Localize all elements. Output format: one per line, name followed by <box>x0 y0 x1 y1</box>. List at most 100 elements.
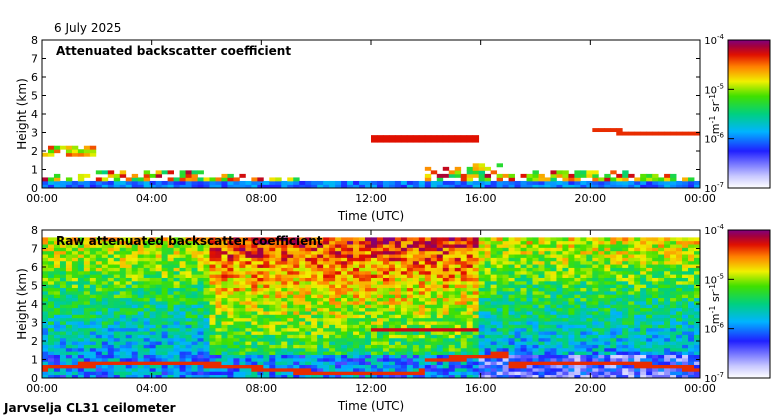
heatmap-cell <box>269 371 276 376</box>
heatmap-cell <box>646 367 653 372</box>
heatmap-cell <box>191 173 198 178</box>
heatmap-cell <box>143 177 151 182</box>
heatmap-cell <box>257 367 264 372</box>
heatmap-cell <box>239 314 246 319</box>
heatmap-cell <box>424 307 432 312</box>
heatmap-cell <box>53 280 61 285</box>
heatmap-cell <box>574 331 581 335</box>
heatmap-cell <box>143 371 151 376</box>
heatmap-cell <box>71 152 79 157</box>
heatmap-cell <box>371 301 378 305</box>
heatmap-cell <box>478 166 486 171</box>
heatmap-cell <box>89 257 97 262</box>
x-tick-label: 12:00 <box>355 192 387 205</box>
heatmap-cell <box>598 354 605 359</box>
heatmap-cell <box>664 131 671 136</box>
heatmap-cell <box>161 180 169 185</box>
heatmap-cell <box>406 324 414 329</box>
heatmap-cell <box>508 304 515 309</box>
heatmap-cell <box>179 287 186 292</box>
heatmap-cell <box>65 284 73 289</box>
heatmap-cell <box>311 321 318 325</box>
heatmap-cell <box>670 327 677 332</box>
heatmap-cell <box>335 247 342 252</box>
heatmap-cell <box>107 260 115 265</box>
heatmap-cell <box>472 367 480 372</box>
heatmap-cell <box>640 367 647 372</box>
heatmap-cell <box>484 297 492 302</box>
heatmap-cell <box>652 347 659 352</box>
heatmap-cell <box>628 280 635 285</box>
heatmap-cell <box>688 177 695 182</box>
heatmap-cell <box>359 314 366 319</box>
heatmap-cell <box>329 344 336 349</box>
heatmap-cell <box>305 270 312 275</box>
heatmap-cell <box>335 254 342 258</box>
heatmap-cell <box>329 301 336 305</box>
heatmap-cell <box>47 274 55 278</box>
heatmap-cell <box>442 280 450 285</box>
y-tick-label: 8 <box>31 34 38 47</box>
heatmap-cell <box>472 311 480 315</box>
heatmap-cell <box>281 254 288 258</box>
heatmap-cell <box>119 290 127 295</box>
heatmap-cell <box>281 367 288 372</box>
heatmap-cell <box>209 280 216 285</box>
heatmap-cell <box>400 301 408 305</box>
heatmap-cell <box>299 307 306 312</box>
heatmap-cell <box>418 277 426 282</box>
heatmap-cell <box>95 257 103 262</box>
heatmap-cell <box>580 364 587 369</box>
heatmap-cell <box>287 297 294 302</box>
heatmap-cell <box>353 361 360 366</box>
heatmap-cell <box>107 240 115 245</box>
heatmap-cell <box>394 361 402 366</box>
heatmap-cell <box>89 327 97 332</box>
heatmap-cell <box>221 371 228 376</box>
heatmap-cell <box>526 351 533 355</box>
heatmap-cell <box>418 244 426 248</box>
heatmap-cell <box>640 257 647 262</box>
heatmap-cell <box>311 314 318 319</box>
heatmap-cell <box>83 237 91 242</box>
heatmap-cell <box>550 257 557 262</box>
heatmap-cell <box>622 311 629 315</box>
heatmap-cell <box>299 324 306 329</box>
heatmap-cell <box>454 267 462 272</box>
heatmap-cell <box>376 341 384 345</box>
heatmap-cell <box>538 184 545 189</box>
heatmap-cell <box>221 324 228 329</box>
heatmap-cell <box>514 280 521 285</box>
heatmap-cell <box>466 280 474 285</box>
heatmap-cell <box>101 237 109 242</box>
heatmap-cell <box>281 244 288 248</box>
heatmap-cell <box>496 371 503 376</box>
heatmap-cell <box>191 314 198 319</box>
heatmap-cell <box>400 361 408 366</box>
heatmap-cell <box>281 237 288 242</box>
heatmap-cell <box>89 254 97 258</box>
heatmap-cell <box>460 331 468 335</box>
heatmap-cell <box>359 250 366 255</box>
heatmap-cell <box>400 240 408 245</box>
heatmap-cell <box>305 267 312 272</box>
heatmap-cell <box>119 307 127 312</box>
heatmap-cell <box>77 290 85 295</box>
heatmap-cell <box>365 257 372 262</box>
heatmap-cell <box>586 180 593 185</box>
heatmap-cell <box>604 247 611 252</box>
heatmap-cell <box>215 374 222 379</box>
heatmap-cell <box>149 344 157 349</box>
heatmap-cell <box>580 371 587 376</box>
heatmap-cell <box>233 334 240 339</box>
heatmap-cell <box>167 254 174 258</box>
heatmap-cell <box>275 247 282 252</box>
heatmap-cell <box>263 250 270 255</box>
heatmap-cell <box>562 237 569 242</box>
heatmap-cell <box>448 374 456 379</box>
heatmap-cell <box>305 367 312 372</box>
heatmap-cell <box>227 180 234 185</box>
heatmap-cell <box>568 244 575 248</box>
heatmap-cell <box>179 364 186 369</box>
heatmap-cell <box>119 184 127 189</box>
